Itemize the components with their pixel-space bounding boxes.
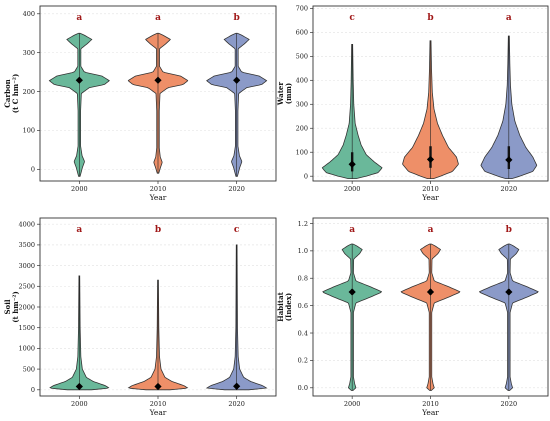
y-tick-label: 0.8 <box>298 275 308 283</box>
mean-marker <box>426 155 435 164</box>
mean-marker <box>505 288 513 296</box>
y-tick-label: 200 <box>296 125 308 133</box>
x-tick-label: 2020 <box>228 400 245 408</box>
x-tick-label: 2010 <box>150 185 167 193</box>
mean-marker <box>426 288 435 296</box>
mean-marker <box>75 76 83 84</box>
y-axis-title: Water(mm) <box>276 82 293 106</box>
soil-panel: a 2000 b 2010 c 2020 0 500 1000 1500 2000 2500 3000 3… <box>3 217 277 417</box>
y-tick-label: 400 <box>296 77 308 85</box>
plot-frame <box>312 5 549 182</box>
x-axis-title: Year <box>421 408 439 417</box>
carbon-panel: a 2000 a 2010 b 2020 0 100 200 300 400 Year Carbon(t… <box>3 5 277 202</box>
significance-letter: a <box>155 13 161 23</box>
y-tick-label: 1.0 <box>298 247 308 255</box>
y-tick-label: 0.2 <box>298 357 308 365</box>
water-panel: c 2000 b 2010 a 2020 0 100 200 300 400 500 600 700 Yea… <box>276 5 549 202</box>
y-tick-label: 3000 <box>18 262 35 270</box>
y-tick-label: 700 <box>296 5 308 13</box>
x-axis-title: Year <box>421 193 439 202</box>
y-tick-label: 0 <box>304 173 308 181</box>
y-tick-label: 500 <box>296 53 308 61</box>
plot-frame <box>39 5 277 182</box>
mean-marker <box>233 76 241 84</box>
x-tick-label: 2010 <box>150 400 167 408</box>
plot-frame <box>312 217 549 397</box>
y-tick-label: 1.2 <box>298 220 308 228</box>
y-tick-label: 600 <box>296 29 308 37</box>
y-tick-label: 100 <box>23 127 35 135</box>
y-axis-title-line: Carbon <box>3 79 12 107</box>
y-tick-label: 200 <box>23 88 35 96</box>
y-axis-title-line: (t hm⁻²) <box>11 291 20 323</box>
y-tick-label: 4000 <box>18 221 35 229</box>
y-tick-label: 2000 <box>18 303 35 311</box>
significance-letter: c <box>234 225 240 235</box>
y-tick-label: 500 <box>23 365 35 373</box>
y-axis-title-line: (t C hm⁻²) <box>11 74 20 114</box>
mean-marker <box>348 288 356 296</box>
significance-letter: a <box>349 225 355 235</box>
y-tick-label: 0 <box>31 166 35 174</box>
x-tick-label: 2020 <box>501 400 518 408</box>
x-tick-label: 2000 <box>344 400 361 408</box>
significance-letter: b <box>155 225 161 235</box>
y-axis-title-line: (mm) <box>284 83 293 104</box>
y-tick-label: 2500 <box>18 283 35 291</box>
mean-marker <box>154 76 162 84</box>
y-tick-label: 0 <box>31 386 35 394</box>
significance-letter: a <box>506 13 512 23</box>
y-tick-label: 0.4 <box>298 329 308 337</box>
significance-letter: a <box>76 225 82 235</box>
x-tick-label: 2000 <box>344 185 361 193</box>
x-axis-title: Year <box>149 408 167 417</box>
y-axis-title-line: Water <box>276 82 285 106</box>
y-axis-title: Carbon(t C hm⁻²) <box>3 74 20 114</box>
x-tick-label: 2020 <box>228 185 245 193</box>
y-tick-label: 0.6 <box>298 302 308 310</box>
x-tick-label: 2010 <box>422 400 439 408</box>
habitat-panel: a 2000 a 2010 b 2020 0.0 0.2 0.4 0.6 0.8 1.0 1.2 Year… <box>276 217 549 417</box>
x-tick-label: 2000 <box>71 185 88 193</box>
plot-frame <box>39 217 277 397</box>
y-tick-label: 300 <box>296 101 308 109</box>
y-axis-title-line: Soil <box>3 299 12 314</box>
y-tick-label: 300 <box>23 49 35 57</box>
mean-marker <box>154 382 162 391</box>
x-tick-label: 2010 <box>422 185 439 193</box>
significance-letter: c <box>349 13 355 23</box>
significance-letter: a <box>428 225 434 235</box>
y-tick-label: 3500 <box>18 241 35 249</box>
y-tick-label: 1000 <box>18 345 35 353</box>
y-axis-title-line: (Index) <box>284 293 293 322</box>
y-tick-label: 100 <box>296 149 308 157</box>
y-tick-label: 1500 <box>18 324 35 332</box>
y-tick-label: 400 <box>23 10 35 18</box>
y-tick-label: 0.0 <box>298 384 308 392</box>
significance-letter: b <box>427 13 433 23</box>
mean-marker <box>233 382 241 390</box>
mean-marker <box>505 156 513 164</box>
y-axis-title: Habitat(Index) <box>276 291 293 321</box>
significance-letter: b <box>234 13 240 23</box>
y-axis-title-line: Habitat <box>276 291 285 321</box>
y-axis-title: Soil(t hm⁻²) <box>3 291 20 323</box>
mean-marker <box>75 382 83 391</box>
significance-letter: b <box>506 225 512 235</box>
x-tick-label: 2000 <box>71 400 88 408</box>
significance-letter: a <box>76 13 82 23</box>
mean-marker <box>348 160 356 168</box>
x-tick-label: 2020 <box>501 185 518 193</box>
x-axis-title: Year <box>149 193 167 202</box>
